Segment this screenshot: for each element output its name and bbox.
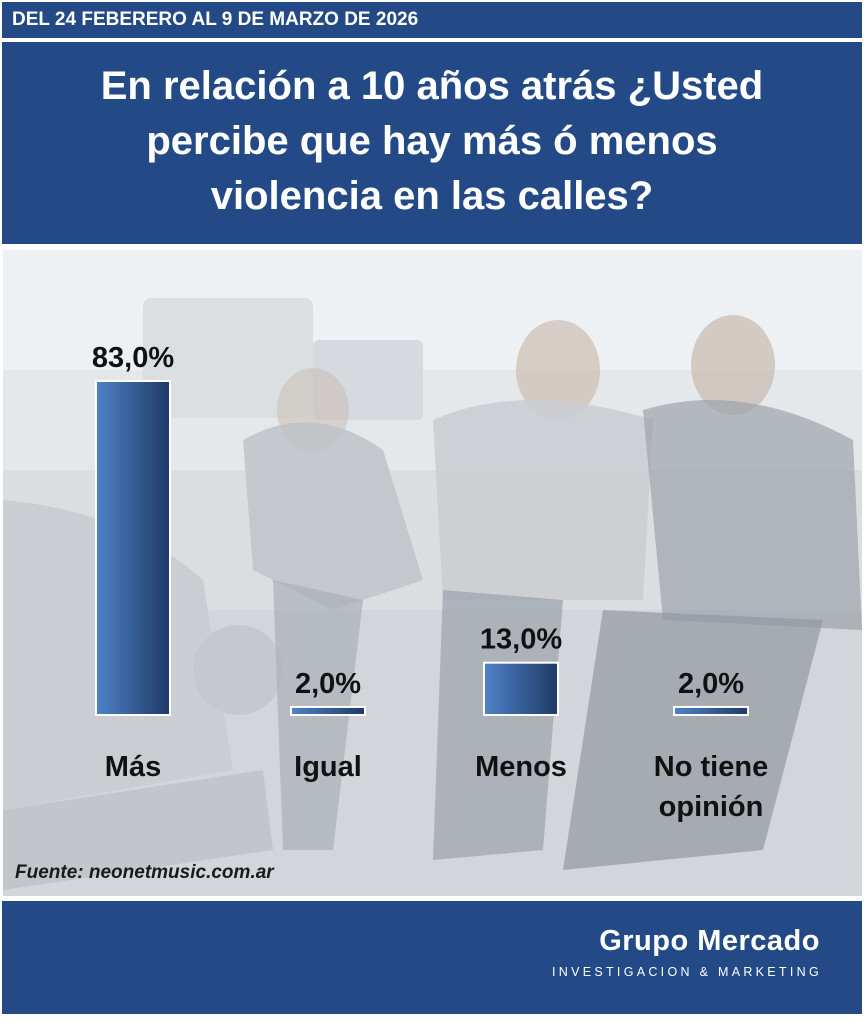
data-label-3: 13,0% [480,624,562,656]
chart-area: 83,0% Más 2,0% Igual 13,0% Menos 2,0% No tiene o… [3,250,862,896]
bar-chart: 83,0% Más 2,0% Igual 13,0% Menos 2,0% No tiene o… [92,342,768,823]
category-label-3: Menos [475,751,567,783]
category-label-1: Más [105,751,161,783]
brand-name: Grupo Mercado [599,925,820,957]
data-label-2: 2,0% [295,668,361,700]
brand-tagline: INVESTIGACION & MARKETING [551,965,822,979]
date-range-banner: DEL 24 FEBERERO AL 9 DE MARZO DE 2026 [2,2,862,38]
data-label-1: 83,0% [92,342,174,374]
category-label-2: Igual [294,751,362,783]
bar-2 [290,705,366,717]
bar-3 [483,661,559,716]
bar-1 [95,380,171,716]
survey-question: En relación a 10 años atrás ¿Usted perci… [100,63,764,218]
bar-4 [673,705,749,717]
question-panel: En relación a 10 años atrás ¿Usted perci… [2,42,862,244]
data-label-4: 2,0% [678,668,744,700]
category-label-4-line-2: opinión [659,791,764,823]
source-note: Fuente: neonetmusic.com.ar [15,862,274,883]
category-label-4-line-1: No tiene [654,751,768,783]
footer-banner: Grupo Mercado INVESTIGACION & MARKETING [2,901,862,1014]
